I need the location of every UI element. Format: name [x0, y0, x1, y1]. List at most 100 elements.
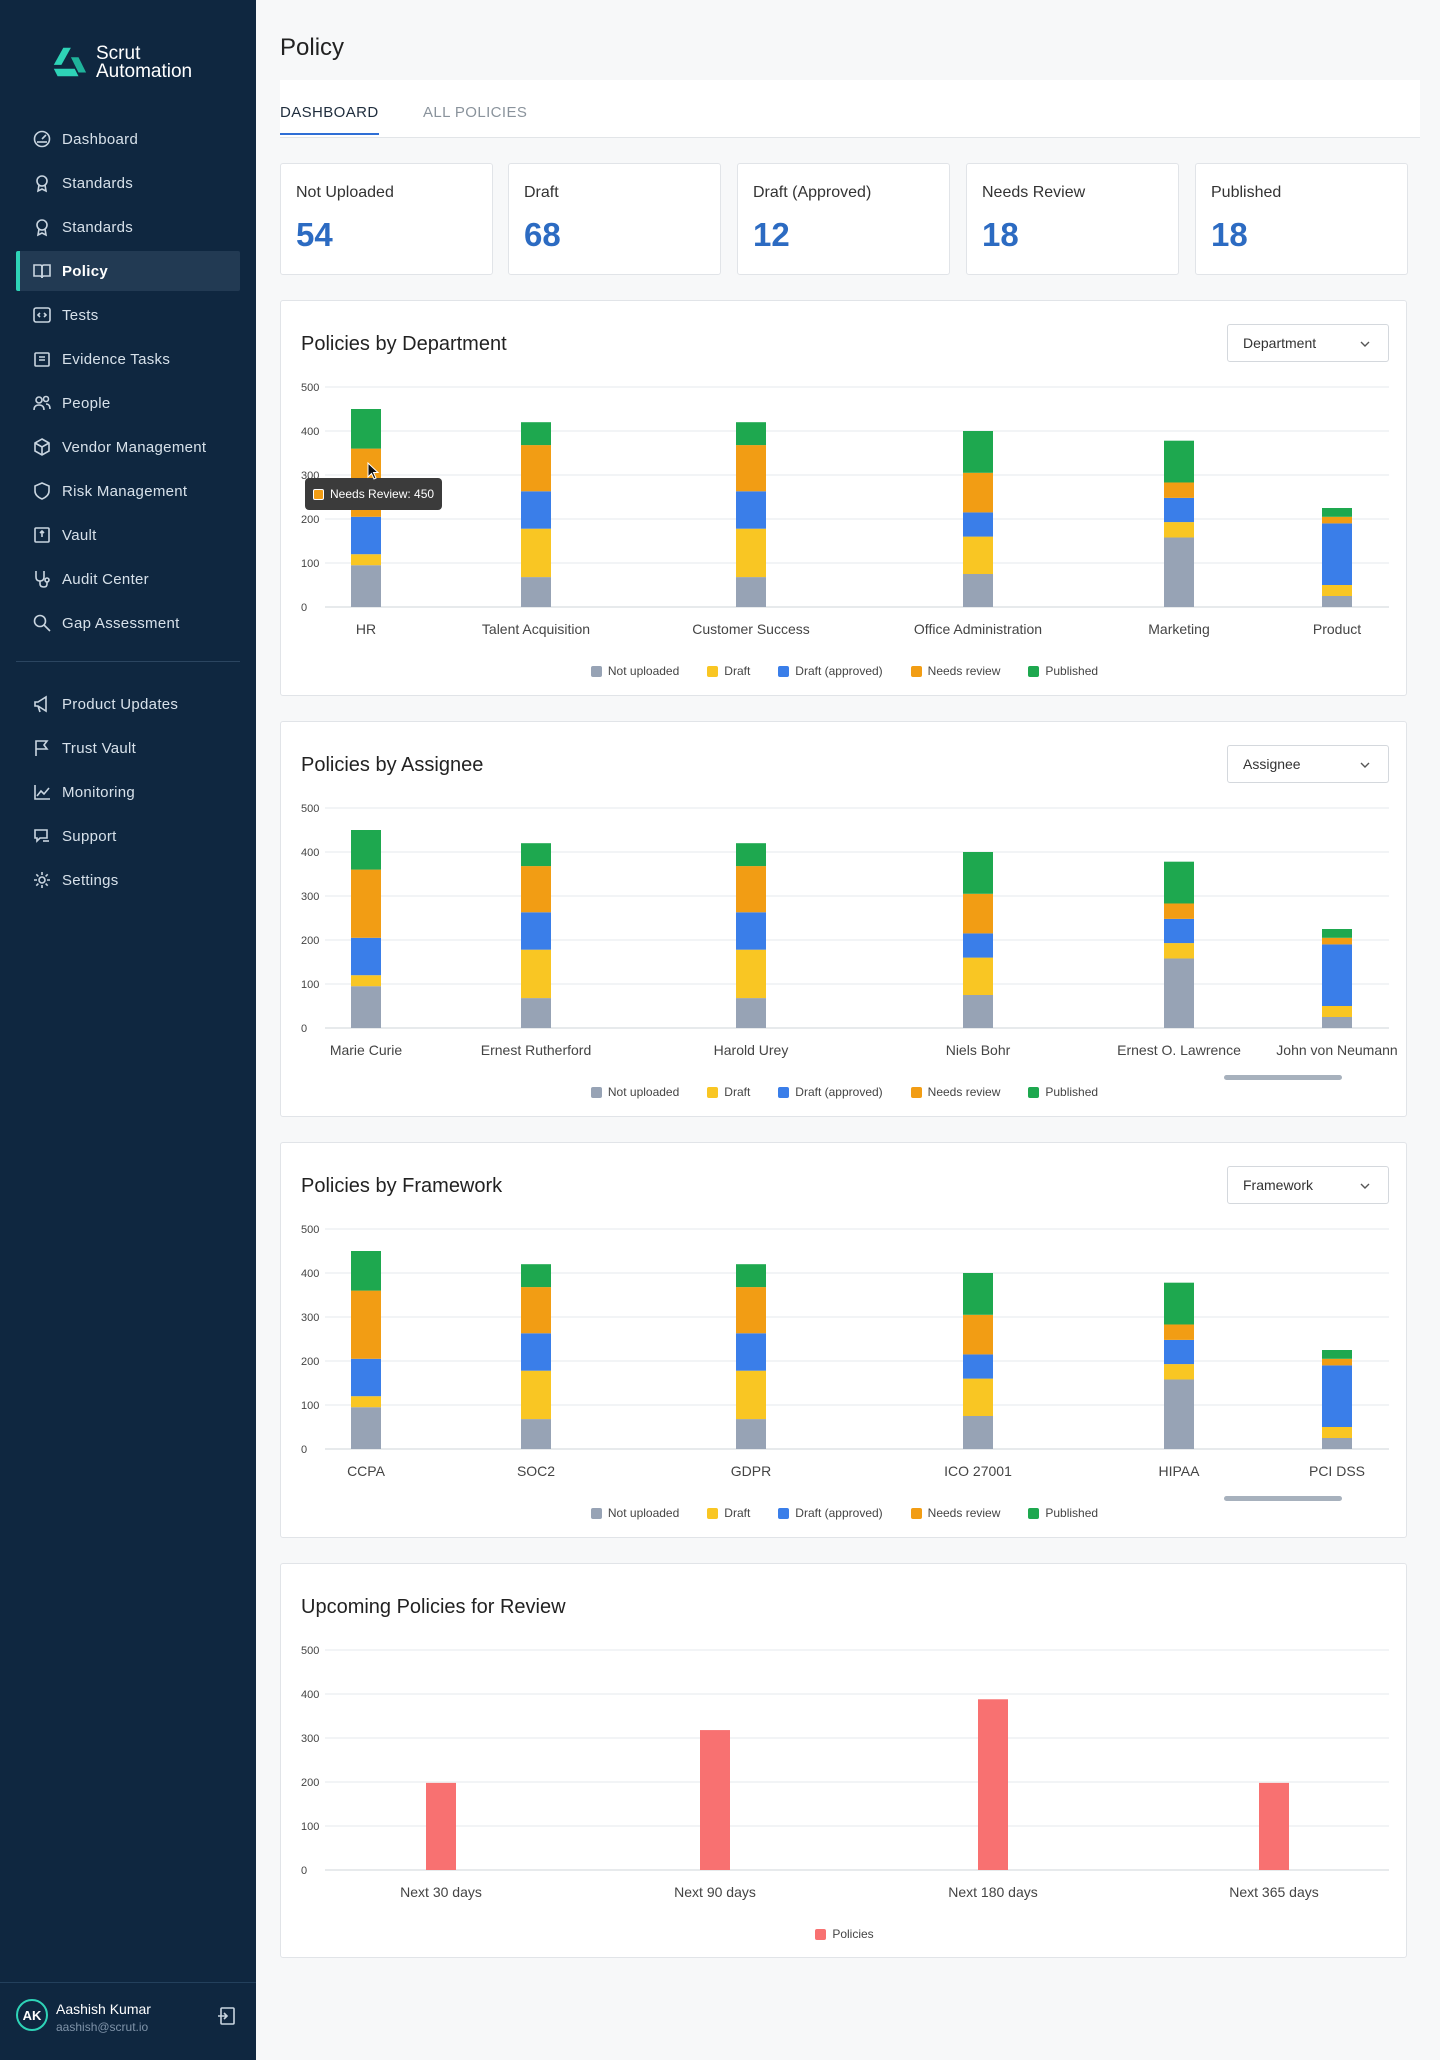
bar-soc2-published[interactable]: [521, 1264, 551, 1288]
bar-marketing-draft[interactable]: [1164, 522, 1194, 538]
tab-dashboard[interactable]: DASHBOARD: [280, 104, 379, 135]
bar-niels-bohr-draft[interactable]: [963, 957, 993, 995]
bar-ico-27001-published[interactable]: [963, 1273, 993, 1315]
bar-talent-acquisition-published[interactable]: [521, 422, 551, 446]
bar-marie-curie-published[interactable]: [351, 830, 381, 870]
bar-ernest-rutherford-not-uploaded[interactable]: [521, 998, 551, 1028]
bar-ccpa-draft-approved[interactable]: [351, 1358, 381, 1397]
bar-john-von-neumann-draft[interactable]: [1322, 1006, 1352, 1017]
stat-card-draft-approved-[interactable]: Draft (Approved) 12: [737, 163, 950, 275]
bar-office-administration-published[interactable]: [963, 431, 993, 473]
bar-ernest-o-lawrence-published[interactable]: [1164, 861, 1194, 904]
sidebar-item-monitoring[interactable]: Monitoring: [16, 772, 240, 812]
logo[interactable]: Scrut Automation: [50, 44, 192, 82]
bar-office-administration-draft[interactable]: [963, 536, 993, 574]
bar-hipaa-published[interactable]: [1164, 1282, 1194, 1325]
bar-john-von-neumann-published[interactable]: [1322, 929, 1352, 938]
legend-item-draft[interactable]: Draft: [707, 664, 750, 678]
bar-ico-27001-draft[interactable]: [963, 1378, 993, 1416]
sidebar-item-vault[interactable]: Vault: [16, 515, 240, 555]
bar-pci-dss-draft[interactable]: [1322, 1427, 1352, 1438]
sidebar-item-vendor-management[interactable]: Vendor Management: [16, 427, 240, 467]
department-dropdown[interactable]: Department: [1227, 324, 1389, 362]
stat-card-not-uploaded[interactable]: Not Uploaded 54: [280, 163, 493, 275]
bar-ernest-o-lawrence-needs-review[interactable]: [1164, 903, 1194, 919]
bar-gdpr-published[interactable]: [736, 1264, 766, 1288]
bar-marie-curie-draft-approved[interactable]: [351, 937, 381, 976]
sidebar-item-support[interactable]: Support: [16, 816, 240, 856]
chart-horizontal-scrollbar[interactable]: [1224, 1075, 1342, 1080]
legend-item-draft[interactable]: Draft: [707, 1506, 750, 1520]
bar-harold-urey-not-uploaded[interactable]: [736, 998, 766, 1028]
sidebar-item-standards[interactable]: Standards: [16, 207, 240, 247]
sidebar-item-people[interactable]: People: [16, 383, 240, 423]
bar-hr-draft-approved[interactable]: [351, 516, 381, 555]
sidebar-item-tests[interactable]: Tests: [16, 295, 240, 335]
bar-hipaa-needs-review[interactable]: [1164, 1324, 1194, 1340]
bar-office-administration-not-uploaded[interactable]: [963, 574, 993, 607]
bar-ernest-o-lawrence-not-uploaded[interactable]: [1164, 958, 1194, 1028]
bar-ernest-rutherford-published[interactable]: [521, 843, 551, 867]
bar-marie-curie-draft[interactable]: [351, 975, 381, 987]
bar-customer-success-draft[interactable]: [736, 528, 766, 578]
bar-john-von-neumann-needs-review[interactable]: [1322, 937, 1352, 945]
bar-gdpr-needs-review[interactable]: [736, 1287, 766, 1334]
sidebar-item-settings[interactable]: Settings: [16, 860, 240, 900]
bar-ernest-rutherford-draft[interactable]: [521, 949, 551, 999]
logout-icon[interactable]: [216, 2005, 238, 2027]
bar-marie-curie-needs-review[interactable]: [351, 869, 381, 938]
bar-pci-dss-draft-approved[interactable]: [1322, 1365, 1352, 1427]
sidebar-item-policy[interactable]: Policy: [16, 251, 240, 291]
bar-niels-bohr-published[interactable]: [963, 852, 993, 894]
bar-customer-success-needs-review[interactable]: [736, 445, 766, 492]
bar-marketing-not-uploaded[interactable]: [1164, 537, 1194, 607]
legend-item-published[interactable]: Published: [1028, 1506, 1098, 1520]
bar-talent-acquisition-draft-approved[interactable]: [521, 491, 551, 529]
bar-next-90-days-policies[interactable]: [700, 1730, 730, 1870]
bar-hr-not-uploaded[interactable]: [351, 565, 381, 607]
bar-product-needs-review[interactable]: [1322, 516, 1352, 524]
bar-talent-acquisition-not-uploaded[interactable]: [521, 577, 551, 607]
legend-item-policies[interactable]: Policies: [815, 1927, 874, 1941]
tab-all-policies[interactable]: ALL POLICIES: [423, 104, 528, 121]
bar-ico-27001-not-uploaded[interactable]: [963, 1416, 993, 1449]
legend-item-draft-approved[interactable]: Draft (approved): [778, 664, 883, 678]
sidebar-item-audit-center[interactable]: Audit Center: [16, 559, 240, 599]
bar-niels-bohr-needs-review[interactable]: [963, 893, 993, 934]
sidebar-item-risk-management[interactable]: Risk Management: [16, 471, 240, 511]
bar-customer-success-published[interactable]: [736, 422, 766, 446]
stat-card-draft[interactable]: Draft 68: [508, 163, 721, 275]
bar-next-180-days-policies[interactable]: [978, 1699, 1008, 1870]
bar-soc2-draft-approved[interactable]: [521, 1333, 551, 1371]
bar-product-draft[interactable]: [1322, 585, 1352, 596]
bar-ernest-rutherford-draft-approved[interactable]: [521, 912, 551, 950]
bar-ccpa-needs-review[interactable]: [351, 1290, 381, 1359]
bar-customer-success-not-uploaded[interactable]: [736, 577, 766, 607]
bar-ccpa-not-uploaded[interactable]: [351, 1407, 381, 1449]
bar-harold-urey-draft[interactable]: [736, 949, 766, 999]
stat-card-published[interactable]: Published 18: [1195, 163, 1408, 275]
bar-product-not-uploaded[interactable]: [1322, 596, 1352, 607]
bar-hr-published[interactable]: [351, 409, 381, 449]
legend-item-not-uploaded[interactable]: Not uploaded: [590, 1506, 679, 1520]
bar-harold-urey-published[interactable]: [736, 843, 766, 867]
stat-card-needs-review[interactable]: Needs Review 18: [966, 163, 1179, 275]
bar-soc2-draft[interactable]: [521, 1370, 551, 1420]
legend-item-needs-review[interactable]: Needs review: [910, 664, 1000, 678]
bar-talent-acquisition-draft[interactable]: [521, 528, 551, 578]
bar-gdpr-draft-approved[interactable]: [736, 1333, 766, 1371]
framework-dropdown[interactable]: Framework: [1227, 1166, 1389, 1204]
bar-niels-bohr-not-uploaded[interactable]: [963, 995, 993, 1028]
bar-customer-success-draft-approved[interactable]: [736, 491, 766, 529]
avatar[interactable]: AK: [16, 1999, 48, 2031]
legend-item-not-uploaded[interactable]: Not uploaded: [590, 1085, 679, 1099]
sidebar-item-evidence-tasks[interactable]: Evidence Tasks: [16, 339, 240, 379]
sidebar-item-trust-vault[interactable]: Trust Vault: [16, 728, 240, 768]
legend-item-published[interactable]: Published: [1028, 1085, 1098, 1099]
sidebar-item-dashboard[interactable]: Dashboard: [16, 119, 240, 159]
bar-gdpr-not-uploaded[interactable]: [736, 1419, 766, 1449]
bar-niels-bohr-draft-approved[interactable]: [963, 933, 993, 958]
bar-hipaa-draft[interactable]: [1164, 1364, 1194, 1380]
bar-ico-27001-needs-review[interactable]: [963, 1314, 993, 1355]
bar-soc2-not-uploaded[interactable]: [521, 1419, 551, 1449]
